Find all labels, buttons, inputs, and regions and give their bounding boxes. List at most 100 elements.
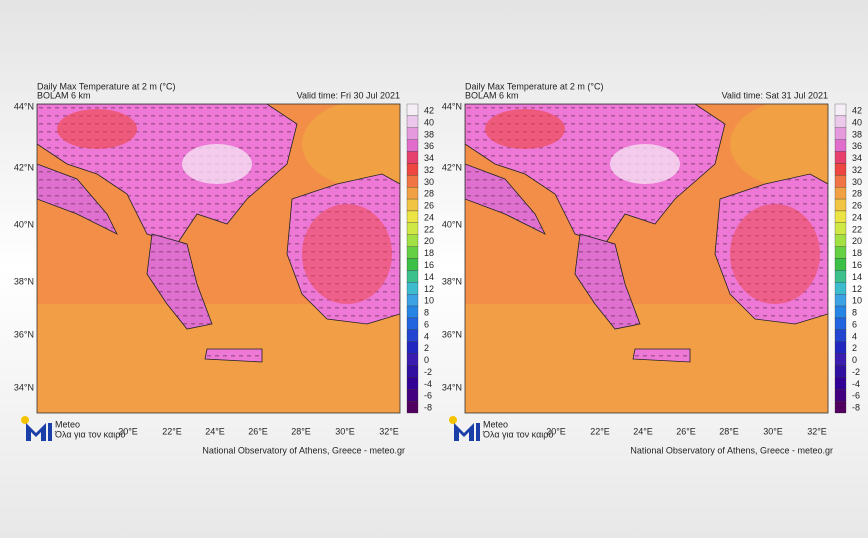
- colorbar-swatch: [834, 127, 847, 140]
- colorbar-swatch: [406, 282, 419, 295]
- colorbar-label: 8: [424, 308, 429, 318]
- map-title: Daily Max Temperature at 2 m (°C): [37, 81, 175, 91]
- land-values: [147, 234, 212, 329]
- hot-core: [302, 204, 392, 304]
- lon-label: 24°E: [205, 426, 225, 436]
- colorbar-swatch: [834, 198, 847, 212]
- lat-label: 34°N: [442, 382, 462, 392]
- colorbar-swatch: [834, 377, 847, 390]
- colorbar-label: 40: [424, 117, 434, 127]
- colorbar-label: 14: [424, 272, 434, 282]
- colorbar-swatch: [834, 341, 847, 354]
- land-values: [633, 349, 690, 362]
- colorbar-label: -4: [852, 379, 860, 389]
- colorbar-swatch: [406, 198, 419, 212]
- colorbar-swatch: [406, 163, 419, 176]
- lon-label: 26°E: [248, 426, 268, 436]
- hot-core: [57, 109, 137, 149]
- lon-label: 26°E: [676, 426, 696, 436]
- colorbar-label: 16: [852, 260, 862, 270]
- colorbar-label: 32: [852, 165, 862, 175]
- map: [37, 104, 400, 413]
- colorbar-label: 0: [852, 355, 857, 365]
- colorbar-swatch: [834, 258, 847, 271]
- lon-label: 20°E: [118, 426, 138, 436]
- colorbar-swatch: [406, 151, 419, 164]
- colorbar-swatch: [834, 294, 847, 307]
- colorbar-swatch: [834, 151, 847, 164]
- lon-label: 22°E: [590, 426, 610, 436]
- logo-tagline: Όλα για τον καιρό: [54, 429, 125, 439]
- hot-core: [485, 109, 565, 149]
- logo-name: Meteo: [55, 419, 80, 429]
- colorbar-label: 18: [852, 248, 862, 258]
- map-frame: [464, 103, 829, 414]
- colorbar-swatch: [406, 234, 419, 247]
- colorbar-label: 10: [852, 296, 862, 306]
- colorbar-label: 14: [852, 272, 862, 282]
- colorbar-swatch: [834, 353, 847, 366]
- colorbar-label: 32: [424, 165, 434, 175]
- model-name: BOLAM 6 km: [465, 90, 519, 100]
- black-sea: [302, 104, 400, 189]
- logo-sun: [21, 416, 29, 424]
- colorbar-swatch: [406, 341, 419, 354]
- colorbar-swatch: [834, 317, 847, 330]
- colorbar-swatch: [406, 389, 419, 402]
- colorbar-label: 30: [424, 177, 434, 187]
- land-values: [465, 164, 545, 234]
- colorbar-label: 0: [424, 355, 429, 365]
- colorbar-label: 16: [424, 260, 434, 270]
- logo-sun: [449, 416, 457, 424]
- colorbar-label: 4: [852, 331, 857, 341]
- lat-label: 42°N: [442, 162, 462, 172]
- lon-label: 30°E: [763, 426, 783, 436]
- colorbar-swatch: [406, 127, 419, 140]
- footer: National Observatory of Athens, Greece -…: [202, 445, 405, 455]
- forecast-panel: Daily Max Temperature at 2 m (°C)BOLAM 6…: [442, 81, 862, 455]
- lat-label: 44°N: [14, 101, 34, 111]
- colorbar-label: -4: [424, 379, 432, 389]
- colorbar-label: -8: [852, 403, 860, 413]
- lat-label: 40°N: [14, 219, 34, 229]
- lon-label: 30°E: [335, 426, 355, 436]
- model-name: BOLAM 6 km: [37, 90, 91, 100]
- cool-area: [182, 144, 252, 184]
- colorbar-swatch: [406, 258, 419, 271]
- colorbar-swatch: [406, 353, 419, 366]
- colorbar-swatch: [406, 187, 419, 200]
- colorbar-swatch: [406, 210, 419, 223]
- logo-tagline: Όλα για τον καιρό: [482, 429, 553, 439]
- lat-label: 36°N: [14, 329, 34, 339]
- hot-core: [730, 204, 820, 304]
- colorbar-label: 10: [424, 296, 434, 306]
- colorbar-label: 36: [424, 141, 434, 151]
- colorbar-swatch: [834, 103, 847, 117]
- lat-label: 42°N: [14, 162, 34, 172]
- colorbar-label: -8: [424, 403, 432, 413]
- lat-label: 38°N: [442, 276, 462, 286]
- logo-m: [26, 423, 46, 441]
- colorbar-label: 36: [852, 141, 862, 151]
- colorbar-label: -2: [424, 367, 432, 377]
- colorbar-label: 38: [852, 129, 862, 139]
- colorbar-label: 2: [424, 343, 429, 353]
- colorbar-label: 2: [852, 343, 857, 353]
- colorbar-label: 20: [424, 236, 434, 246]
- valid-time: Valid time: Sat 31 Jul 2021: [722, 90, 828, 100]
- colorbar-swatch: [834, 163, 847, 176]
- lat-label: 38°N: [14, 276, 34, 286]
- map-frame: [36, 103, 401, 414]
- colorbar-label: 34: [424, 153, 434, 163]
- lat-label: 40°N: [442, 219, 462, 229]
- logo-bar: [48, 423, 52, 441]
- colorbar-swatch: [834, 389, 847, 402]
- map: [465, 104, 828, 413]
- lon-label: 32°E: [379, 426, 399, 436]
- colorbar-swatch: [406, 377, 419, 390]
- colorbar-swatch: [834, 139, 847, 152]
- colorbar-swatch: [406, 365, 419, 378]
- black-sea: [730, 104, 828, 189]
